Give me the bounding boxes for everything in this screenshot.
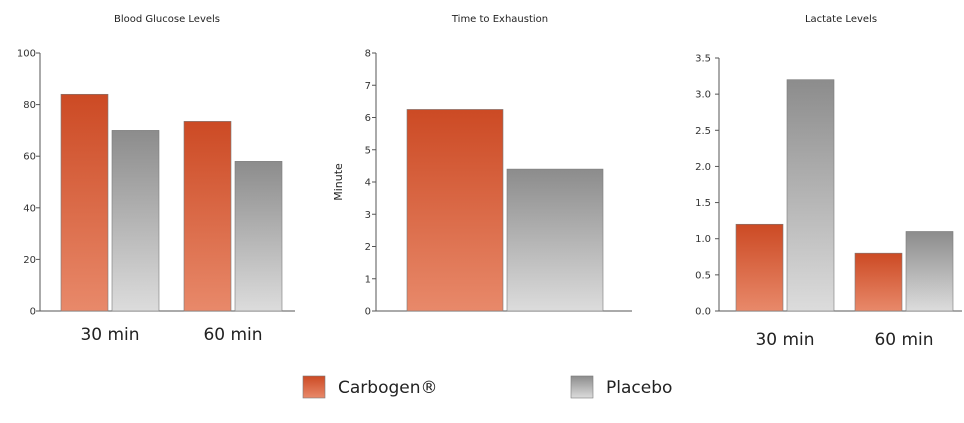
legend-label: Carbogen® [338,378,438,398]
x-category-label: 60 min [203,325,262,345]
y-tick-label: 60 [23,152,36,163]
y-axis-label: Minute [332,163,345,201]
legend-item: Carbogen® [302,375,438,399]
chart-panel-1: Blood Glucose Levels 0 20 40 60 80 100 30 min 60… [17,14,295,345]
y-tick-label: 2 [365,242,371,253]
bar-placebo [905,231,954,312]
y-tick-label: 4 [365,178,371,189]
bar-placebo [786,79,835,312]
y-tick-label: 3 [365,210,371,221]
legend-item: Placebo [570,375,672,399]
bar-carbogen [60,93,109,312]
bar-carbogen [735,223,784,312]
legend-swatch [302,375,326,399]
chart-panel-2: Time to Exhaustion 0 1 2 3 4 5 6 7 8 Minute [332,14,632,318]
chart-title: Blood Glucose Levels [114,14,220,25]
x-category-label: 30 min [755,330,814,350]
y-tick-label: 7 [365,81,371,92]
bar-carbogen [406,109,504,312]
bar-carbogen [183,121,232,312]
chart-panel-3: Lactate Levels 0.0 0.5 1.0 1.5 2.0 2.5 3.0 3.5 30… [695,14,962,350]
y-tick-label: 2.5 [695,126,711,137]
y-tick-label: 3.0 [695,90,711,101]
y-tick-label: 20 [23,255,36,266]
legend-swatch [570,375,594,399]
y-tick-label: 0 [365,307,371,318]
y-tick-label: 40 [23,203,36,214]
y-tick-label: 80 [23,100,36,111]
y-tick-label: 1 [365,274,371,285]
y-tick-label: 8 [365,49,371,60]
bar-placebo [111,130,160,312]
bar-placebo [506,168,604,312]
legend-label: Placebo [606,378,672,398]
y-tick-label: 0.5 [695,270,711,281]
bar-carbogen [854,252,903,312]
bar-placebo [234,161,283,312]
y-tick-label: 5 [365,145,371,156]
chart-title: Lactate Levels [805,14,877,25]
y-tick-label: 100 [17,49,36,60]
y-tick-label: 6 [365,113,371,124]
y-tick-label: 0 [30,307,36,318]
y-tick-label: 0.0 [695,307,711,318]
x-category-label: 60 min [874,330,933,350]
y-tick-label: 3.5 [695,54,711,65]
y-tick-label: 1.0 [695,234,711,245]
y-tick-label: 2.0 [695,162,711,173]
chart-title: Time to Exhaustion [451,14,548,25]
x-category-label: 30 min [80,325,139,345]
y-tick-label: 1.5 [695,198,711,209]
chart-legend: Carbogen® Placebo [302,375,672,399]
